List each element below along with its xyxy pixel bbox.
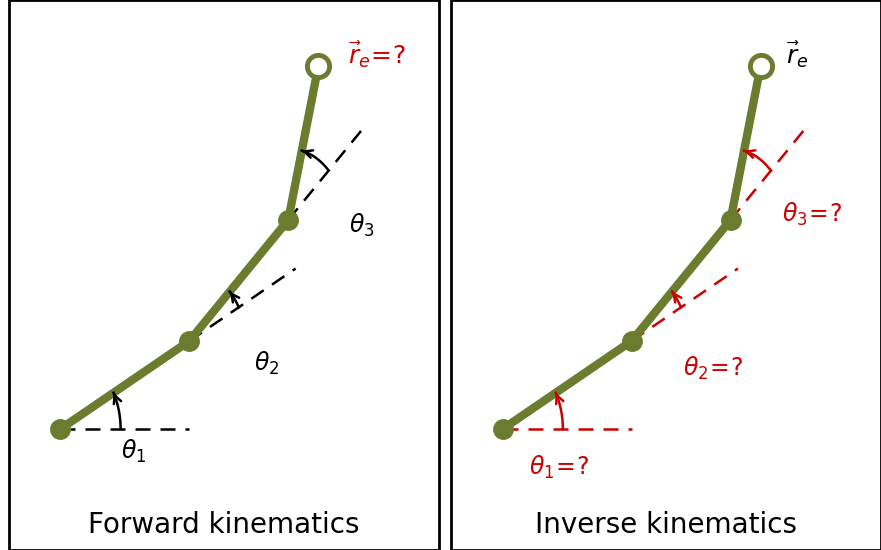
Text: $\theta_3\!=\!?$: $\theta_3\!=\!?$: [782, 201, 842, 228]
Text: $\theta_3$: $\theta_3$: [349, 212, 374, 239]
Text: $\theta_2\!=\!?$: $\theta_2\!=\!?$: [684, 355, 744, 382]
Text: Forward kinematics: Forward kinematics: [88, 512, 359, 539]
Text: $\theta_2$: $\theta_2$: [254, 349, 279, 377]
Text: $\vec{r}_e\!=\!?$: $\vec{r}_e\!=\!?$: [349, 40, 406, 70]
Text: Inverse kinematics: Inverse kinematics: [535, 512, 797, 539]
Text: $\theta_1\!=\!?$: $\theta_1\!=\!?$: [529, 454, 589, 481]
Text: $\theta_1$: $\theta_1$: [121, 437, 146, 465]
Text: $\vec{r}_e$: $\vec{r}_e$: [787, 40, 809, 70]
